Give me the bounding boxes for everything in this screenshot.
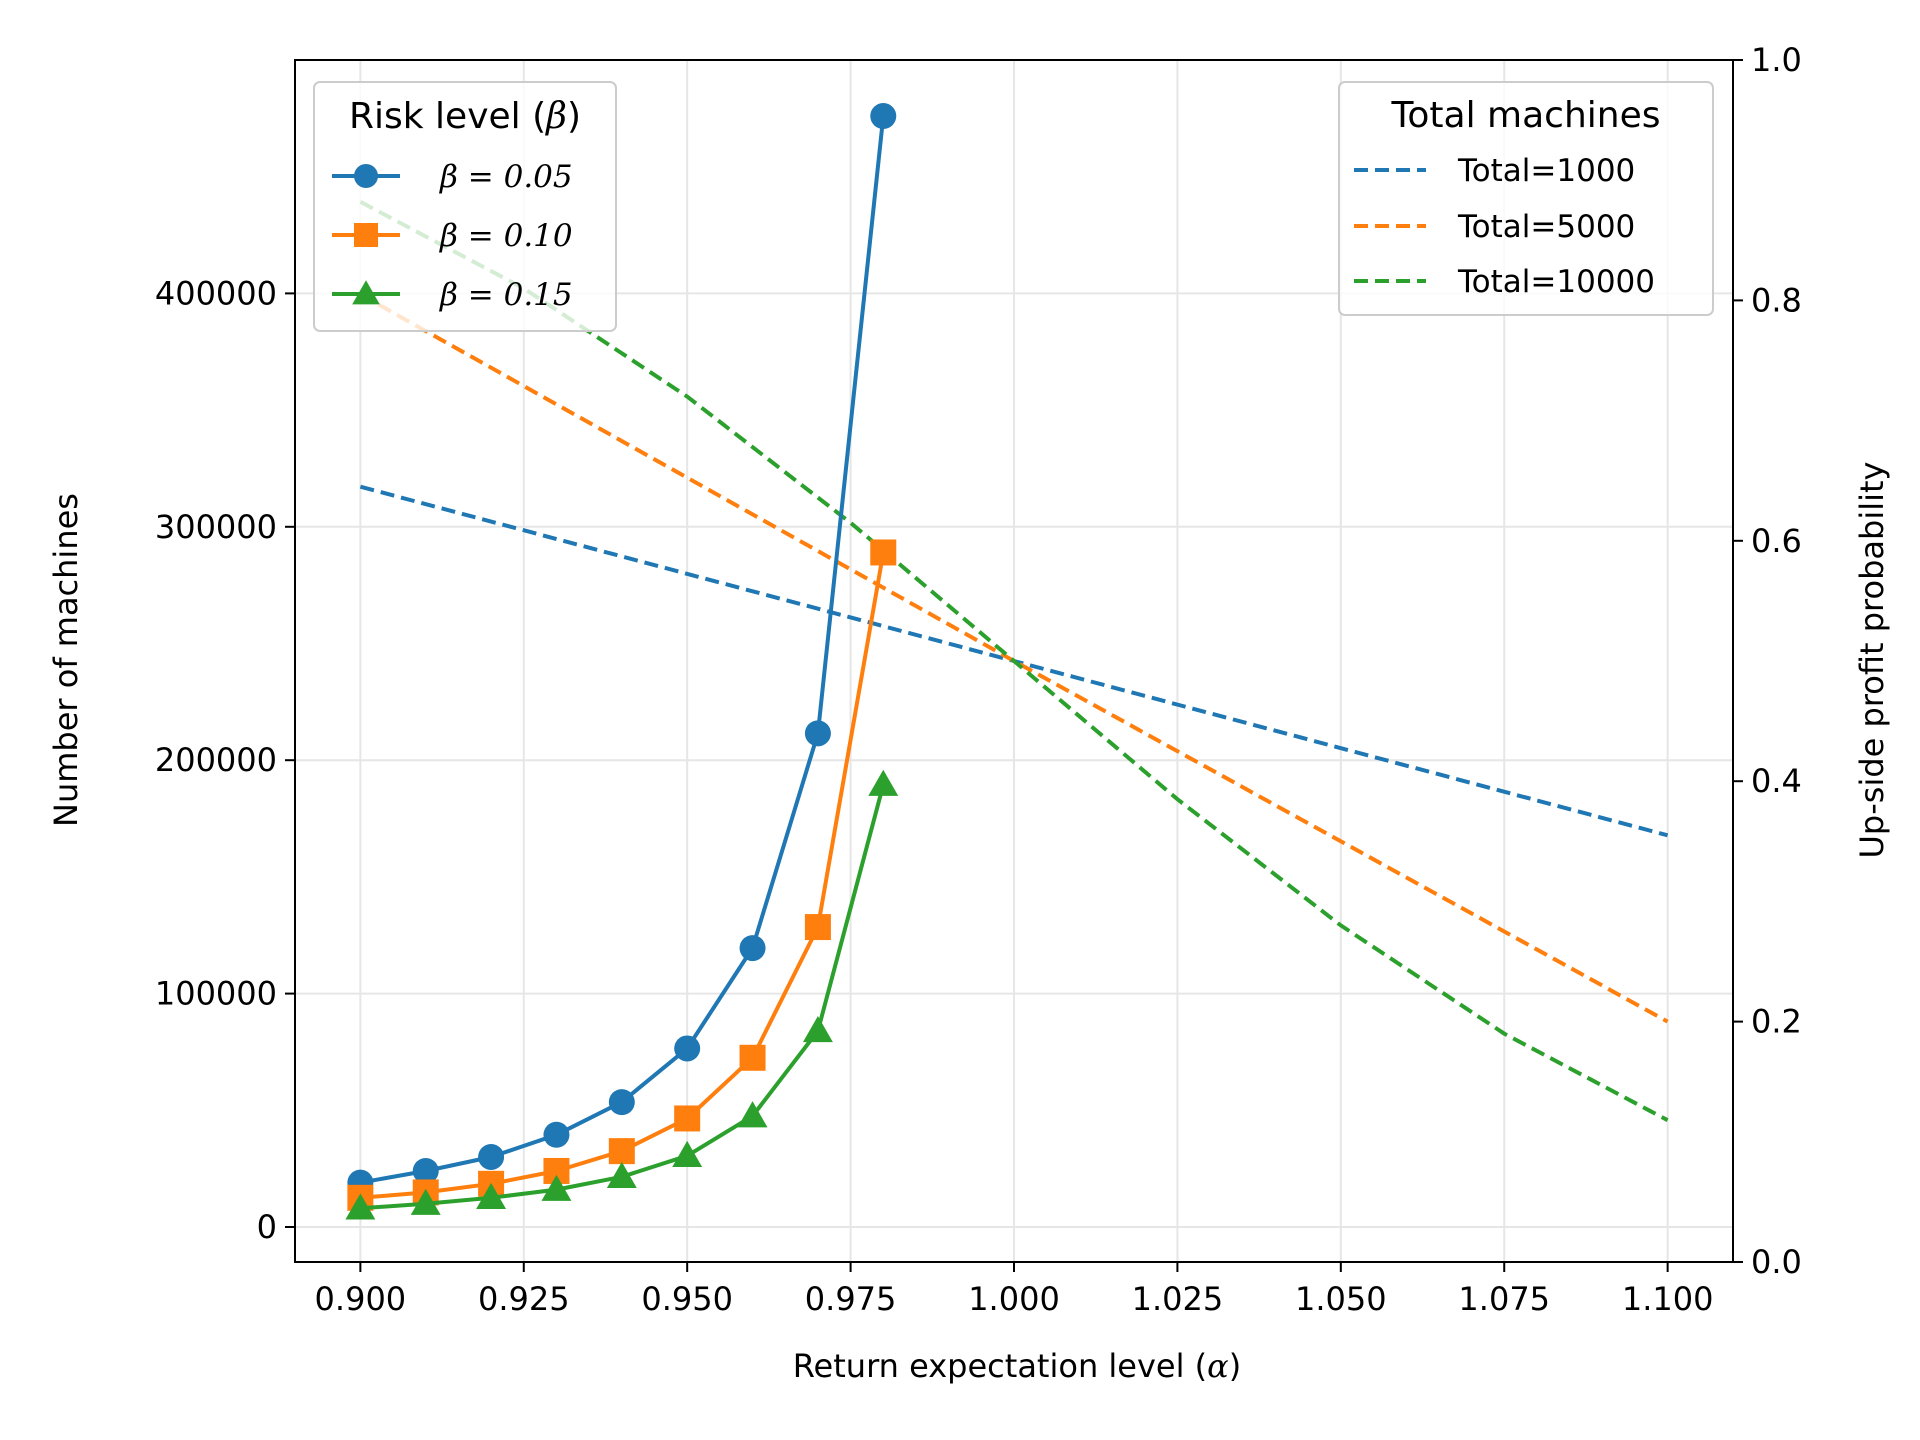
legend-label-beta-1: β = 0.10: [439, 218, 573, 254]
data-point-beta-1: [608, 1138, 635, 1165]
legend-label-beta-0: β = 0.05: [439, 159, 573, 195]
legend-marker-beta-0: [354, 164, 378, 188]
x-axis-label: Return expectation level (α): [793, 1347, 1241, 1385]
data-point-beta-2: [737, 1101, 768, 1128]
y-tick-label: 200000: [155, 741, 277, 779]
data-point-beta-2: [541, 1174, 572, 1201]
y-tick-label: 400000: [155, 274, 277, 312]
legend-risk-level-frame: [313, 81, 617, 332]
y-tick-label: 0: [257, 1208, 277, 1246]
data-point-beta-2: [868, 769, 899, 796]
data-point-beta-0: [739, 935, 766, 962]
x-tick-label: 0.975: [805, 1280, 897, 1318]
data-point-beta-0: [804, 720, 831, 747]
y2-tick-label: 0.6: [1751, 522, 1802, 560]
data-point-beta-2: [672, 1140, 703, 1168]
x-tick-label: 1.000: [968, 1280, 1060, 1318]
data-point-beta-0: [478, 1143, 505, 1170]
x-tick-label: 0.925: [478, 1280, 570, 1318]
y2-axis-ticks: 0.0 0.2 0.4 0.6 0.8 1.0: [1733, 41, 1802, 1281]
data-point-beta-1: [804, 914, 831, 941]
x-axis-ticks: 0.900 0.925 0.950 0.975 1.000 1.025 1.050 1.075…: [315, 1262, 1714, 1318]
y-axis-label: Number of machines: [47, 493, 85, 827]
y-tick-label: 300000: [155, 508, 277, 546]
x-tick-label: 1.075: [1458, 1280, 1550, 1318]
y-axis-ticks: 0 100000 200000 300000 400000: [155, 274, 295, 1246]
y-tick-label: 100000: [155, 975, 277, 1013]
left-axis-series: [345, 103, 899, 1220]
data-point-beta-1: [674, 1105, 701, 1132]
x-tick-label: 1.050: [1295, 1280, 1387, 1318]
data-point-beta-0: [870, 103, 897, 130]
data-point-beta-2: [410, 1188, 441, 1215]
data-point-beta-0: [543, 1121, 570, 1148]
legend-label-total-1: Total=5000: [1457, 209, 1635, 245]
series-line-total-1: [359, 292, 1669, 1024]
series-line-total-2: [359, 200, 1669, 1122]
data-point-beta-2: [476, 1182, 507, 1210]
y2-axis-label: Up-side profit probability: [1853, 462, 1891, 859]
legend-risk-level: Risk level (β) β = 0.05 β = 0.10 β = 0.15: [313, 81, 617, 332]
data-point-beta-1: [739, 1044, 766, 1071]
data-point-beta-0: [412, 1157, 439, 1184]
right-axis-series: [359, 200, 1669, 1122]
legend-label-total-2: Total=10000: [1457, 264, 1655, 300]
data-point-beta-0: [674, 1035, 701, 1062]
legend-total-machines-title: Total machines: [1391, 95, 1661, 136]
y2-tick-label: 0.4: [1751, 762, 1802, 800]
data-point-beta-2: [802, 1015, 833, 1043]
y2-tick-label: 1.0: [1751, 41, 1802, 79]
y2-tick-label: 0.0: [1751, 1243, 1802, 1281]
legend-marker-beta-1: [354, 223, 378, 247]
x-tick-label: 0.950: [641, 1280, 733, 1318]
data-point-beta-1: [870, 539, 897, 566]
x-tick-label: 1.100: [1622, 1280, 1714, 1318]
legend-label-total-0: Total=1000: [1457, 153, 1635, 189]
legend-total-machines: Total machines Total=1000 Total=5000 Total…: [1338, 81, 1714, 316]
y2-tick-label: 0.8: [1751, 281, 1802, 319]
data-point-beta-0: [608, 1089, 635, 1116]
y2-tick-label: 0.2: [1751, 1003, 1802, 1041]
data-point-beta-2: [345, 1193, 376, 1220]
x-tick-label: 0.900: [315, 1280, 407, 1318]
data-point-beta-2: [606, 1161, 637, 1189]
x-tick-label: 1.025: [1132, 1280, 1224, 1318]
legend-marker-beta-2: [352, 280, 380, 305]
legend-total-machines-frame: [1338, 81, 1714, 316]
legend-risk-level-title: Risk level (β): [349, 96, 581, 137]
legend-label-beta-2: β = 0.15: [439, 277, 573, 313]
